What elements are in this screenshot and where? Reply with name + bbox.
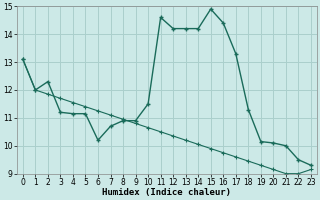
- X-axis label: Humidex (Indice chaleur): Humidex (Indice chaleur): [102, 188, 231, 197]
